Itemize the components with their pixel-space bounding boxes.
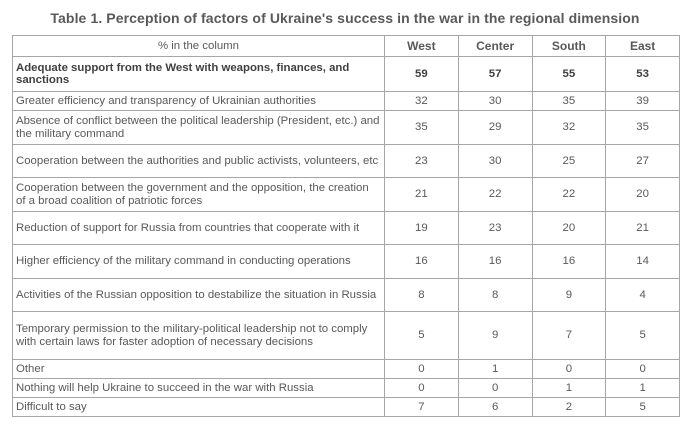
header-label: % in the column [12,35,385,57]
cell-center: 23 [457,211,533,245]
cell-south: 32 [531,110,607,145]
table-row: Temporary permission to the military-pol… [12,311,680,360]
table-row: Higher efficiency of the military comman… [12,244,680,279]
cell-center: 22 [457,177,533,212]
cell-east: 27 [605,144,680,178]
cell-west: 0 [384,359,459,379]
cell-east: 20 [605,177,680,212]
table-row: Adequate support from the West with weap… [12,56,680,92]
row-label: Nothing will help Ukraine to succeed in … [12,378,385,398]
cell-east: 53 [605,56,680,92]
row-label: Cooperation between the government and t… [12,177,385,212]
row-label: Other [12,359,385,379]
cell-south: 20 [531,211,607,245]
table-row: Nothing will help Ukraine to succeed in … [12,378,680,398]
column-header-west: West [384,35,459,57]
cell-center: 6 [457,397,533,417]
cell-west: 5 [384,311,459,360]
cell-west: 35 [384,110,459,145]
cell-south: 0 [531,359,607,379]
cell-center: 16 [457,244,533,279]
cell-west: 8 [384,278,459,312]
cell-center: 8 [457,278,533,312]
table-row: Cooperation between the government and t… [12,177,680,212]
cell-center: 0 [457,378,533,398]
cell-south: 35 [531,91,607,111]
column-header-south: South [531,35,607,57]
column-header-center: Center [457,35,533,57]
cell-east: 0 [605,359,680,379]
row-label: Reduction of support for Russia from cou… [12,211,385,245]
table-row: Cooperation between the authorities and … [12,144,680,178]
cell-center: 9 [457,311,533,360]
table-row: Difficult to say 7 6 2 5 [12,397,680,417]
table-title: Table 1. Perception of factors of Ukrain… [50,10,640,26]
cell-center: 30 [457,144,533,178]
cell-south: 25 [531,144,607,178]
cell-south: 1 [531,378,607,398]
cell-west: 7 [384,397,459,417]
cell-center: 1 [457,359,533,379]
data-table: % in the column West Center South East A… [12,35,680,417]
cell-west: 16 [384,244,459,279]
cell-center: 57 [457,56,533,92]
cell-south: 55 [531,56,607,92]
row-label: Higher efficiency of the military comman… [12,244,385,279]
table-header-row: % in the column West Center South East [12,35,680,57]
cell-west: 21 [384,177,459,212]
cell-east: 4 [605,278,680,312]
cell-west: 59 [384,56,459,92]
column-header-east: East [605,35,680,57]
cell-east: 5 [605,397,680,417]
cell-west: 0 [384,378,459,398]
cell-center: 29 [457,110,533,145]
cell-east: 39 [605,91,680,111]
row-label: Activities of the Russian opposition to … [12,278,385,312]
row-label: Greater efficiency and transparency of U… [12,91,385,111]
table-row: Greater efficiency and transparency of U… [12,91,680,111]
cell-east: 5 [605,311,680,360]
cell-south: 2 [531,397,607,417]
cell-south: 16 [531,244,607,279]
cell-south: 9 [531,278,607,312]
cell-south: 7 [531,311,607,360]
cell-west: 23 [384,144,459,178]
table-row: Reduction of support for Russia from cou… [12,211,680,245]
row-label: Adequate support from the West with weap… [12,56,385,92]
table-row: Absence of conflict between the politica… [12,110,680,145]
cell-east: 21 [605,211,680,245]
cell-east: 14 [605,244,680,279]
cell-west: 32 [384,91,459,111]
table-row: Other 0 1 0 0 [12,359,680,379]
table-row: Activities of the Russian opposition to … [12,278,680,312]
cell-center: 30 [457,91,533,111]
row-label: Cooperation between the authorities and … [12,144,385,178]
cell-east: 1 [605,378,680,398]
cell-west: 19 [384,211,459,245]
row-label: Difficult to say [12,397,385,417]
cell-south: 22 [531,177,607,212]
row-label: Absence of conflict between the politica… [12,110,385,145]
cell-east: 35 [605,110,680,145]
row-label: Temporary permission to the military-pol… [12,311,385,360]
